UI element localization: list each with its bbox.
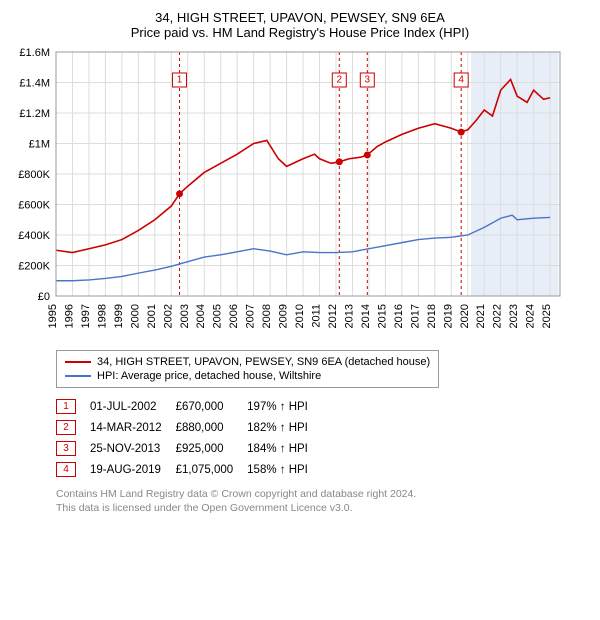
sale-date: 14-MAR-2012 [90,417,176,438]
sale-price: £880,000 [176,417,248,438]
footer-line-1: Contains HM Land Registry data © Crown c… [56,488,590,502]
svg-text:3: 3 [365,75,371,86]
svg-text:2: 2 [337,75,343,86]
footer-attribution: Contains HM Land Registry data © Crown c… [56,488,590,515]
sale-date: 19-AUG-2019 [90,459,176,480]
legend: 34, HIGH STREET, UPAVON, PEWSEY, SN9 6EA… [56,350,439,388]
svg-text:1996: 1996 [63,304,75,328]
legend-label: 34, HIGH STREET, UPAVON, PEWSEY, SN9 6EA… [97,356,430,368]
sale-date: 25-NOV-2013 [90,438,176,459]
table-row: 1 01-JUL-2002£670,000197% ↑ HPI [56,396,322,417]
svg-text:£0: £0 [38,291,50,303]
svg-text:£1.6M: £1.6M [19,47,50,59]
svg-text:2003: 2003 [179,304,191,328]
svg-text:2019: 2019 [442,304,454,328]
table-row: 3 25-NOV-2013£925,000184% ↑ HPI [56,438,322,459]
svg-text:2004: 2004 [195,304,207,328]
sales-table: 1 01-JUL-2002£670,000197% ↑ HPI 2 14-MAR-20… [56,396,322,480]
svg-text:2006: 2006 [228,304,240,328]
svg-text:2009: 2009 [278,304,290,328]
svg-text:£1.2M: £1.2M [19,108,50,120]
sale-date: 01-JUL-2002 [90,396,176,417]
svg-text:2010: 2010 [294,304,306,328]
svg-text:2011: 2011 [311,304,323,328]
chart-title-block: 34, HIGH STREET, UPAVON, PEWSEY, SN9 6EA… [10,10,590,40]
svg-text:2023: 2023 [508,304,520,328]
svg-text:2008: 2008 [261,304,273,328]
svg-text:1999: 1999 [113,304,125,328]
title-address: 34, HIGH STREET, UPAVON, PEWSEY, SN9 6EA [10,10,590,25]
svg-text:2001: 2001 [146,304,158,328]
legend-item: 34, HIGH STREET, UPAVON, PEWSEY, SN9 6EA… [65,355,430,369]
table-row: 2 14-MAR-2012£880,000182% ↑ HPI [56,417,322,438]
svg-text:1995: 1995 [47,304,59,328]
sale-price: £670,000 [176,396,248,417]
svg-text:2014: 2014 [360,304,372,328]
legend-swatch [65,361,91,363]
legend-swatch [65,375,91,377]
sale-hpi-pct: 197% ↑ HPI [247,396,322,417]
sale-hpi-pct: 158% ↑ HPI [247,459,322,480]
svg-text:2015: 2015 [376,304,388,328]
svg-text:2022: 2022 [492,304,504,328]
svg-text:1998: 1998 [96,304,108,328]
svg-text:2021: 2021 [475,304,487,328]
sale-marker-number: 1 [56,399,76,414]
svg-text:£1M: £1M [29,139,50,151]
svg-text:2020: 2020 [459,304,471,328]
svg-text:2018: 2018 [426,304,438,328]
svg-text:£800K: £800K [18,169,50,181]
chart-container: £0 £200K £400K £600K £800K £1M £1.2M £1.4M £1.6M… [10,44,590,344]
svg-text:£400K: £400K [18,230,50,242]
svg-text:2000: 2000 [129,304,141,328]
svg-text:£1.4M: £1.4M [19,78,50,90]
sale-hpi-pct: 184% ↑ HPI [247,438,322,459]
svg-text:2002: 2002 [162,304,174,328]
price-chart: £0 £200K £400K £600K £800K £1M £1.2M £1.4M £1.6M… [10,44,570,344]
svg-text:2005: 2005 [212,304,224,328]
sale-marker-number: 3 [56,441,76,456]
svg-text:2007: 2007 [245,304,257,328]
legend-label: HPI: Average price, detached house, Wilt… [97,370,321,382]
svg-text:2025: 2025 [541,304,553,328]
svg-text:2013: 2013 [343,304,355,328]
svg-text:4: 4 [458,75,464,86]
title-subtitle: Price paid vs. HM Land Registry's House … [10,25,590,40]
svg-text:2016: 2016 [393,304,405,328]
svg-text:1997: 1997 [80,304,92,328]
table-row: 4 19-AUG-2019£1,075,000158% ↑ HPI [56,459,322,480]
legend-item: HPI: Average price, detached house, Wilt… [65,369,430,383]
svg-text:2012: 2012 [327,304,339,328]
svg-text:£600K: £600K [18,200,50,212]
svg-text:2024: 2024 [525,304,537,328]
sale-price: £925,000 [176,438,248,459]
sale-price: £1,075,000 [176,459,248,480]
svg-text:1: 1 [177,75,183,86]
sale-marker-number: 4 [56,462,76,477]
svg-text:2017: 2017 [409,304,421,328]
sale-hpi-pct: 182% ↑ HPI [247,417,322,438]
sale-marker-number: 2 [56,420,76,435]
footer-line-2: This data is licensed under the Open Gov… [56,502,590,516]
svg-text:£200K: £200K [18,261,50,273]
